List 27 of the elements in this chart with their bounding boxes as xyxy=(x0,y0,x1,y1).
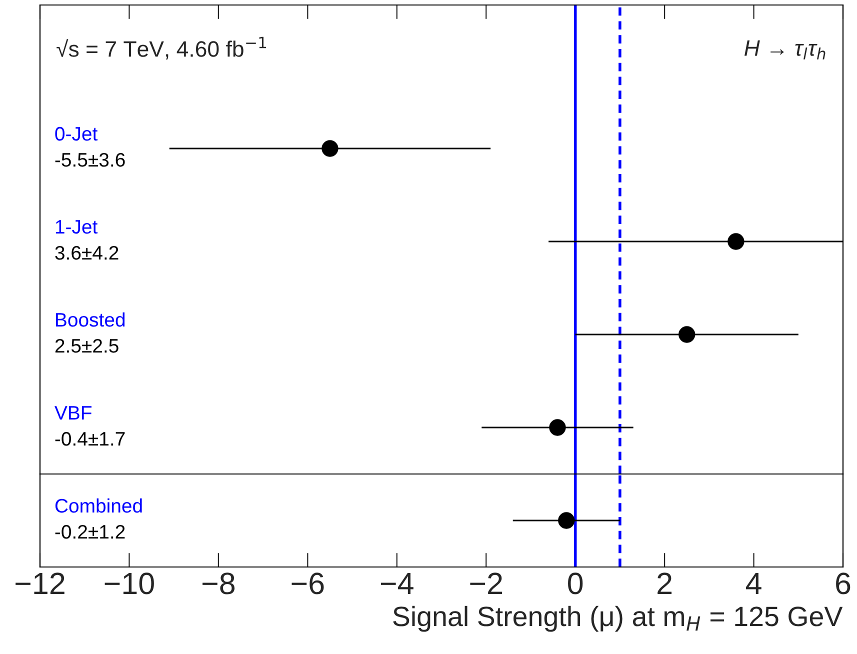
x-tick-label: 0 xyxy=(568,572,583,594)
x-tick-label: −6 xyxy=(292,572,324,594)
point xyxy=(678,326,696,343)
x-tick-label: −8 xyxy=(202,572,235,594)
annotation: 3.6±4.2 xyxy=(55,246,118,260)
annotation: -5.5±3.6 xyxy=(55,152,125,167)
x-tick-label: −12 xyxy=(16,572,64,594)
annotation: -0.2±1.2 xyxy=(55,524,125,539)
x-tick-label: 4 xyxy=(746,572,762,594)
category-label: 1-Jet xyxy=(56,220,98,234)
x-tick-label: −4 xyxy=(380,572,414,594)
x-tick-label: 6 xyxy=(836,572,850,594)
category-label: 0-Jet xyxy=(55,126,98,141)
x-tick-label: 2 xyxy=(658,572,672,594)
annotation: 2.5±2.5 xyxy=(55,338,118,353)
category-label: VBF xyxy=(54,406,92,420)
category-label: Boosted xyxy=(56,312,125,327)
annotation: √s = 7 TeV, 4.60 fb$^{−1}$ xyxy=(56,36,266,60)
x-tick-label: −10 xyxy=(104,572,154,594)
annotation: H → τ$_{l}$τ$_{h}$ xyxy=(744,40,826,60)
x-axis-title: Signal Strength (μ) at m$_{H}$ = 125 GeV xyxy=(393,606,843,632)
point xyxy=(549,419,566,436)
x-tick-label: −2 xyxy=(470,572,502,594)
point xyxy=(322,140,338,157)
category-label: Combined xyxy=(55,498,142,513)
point xyxy=(728,233,744,250)
annotation: -0.4±1.7 xyxy=(55,432,125,446)
